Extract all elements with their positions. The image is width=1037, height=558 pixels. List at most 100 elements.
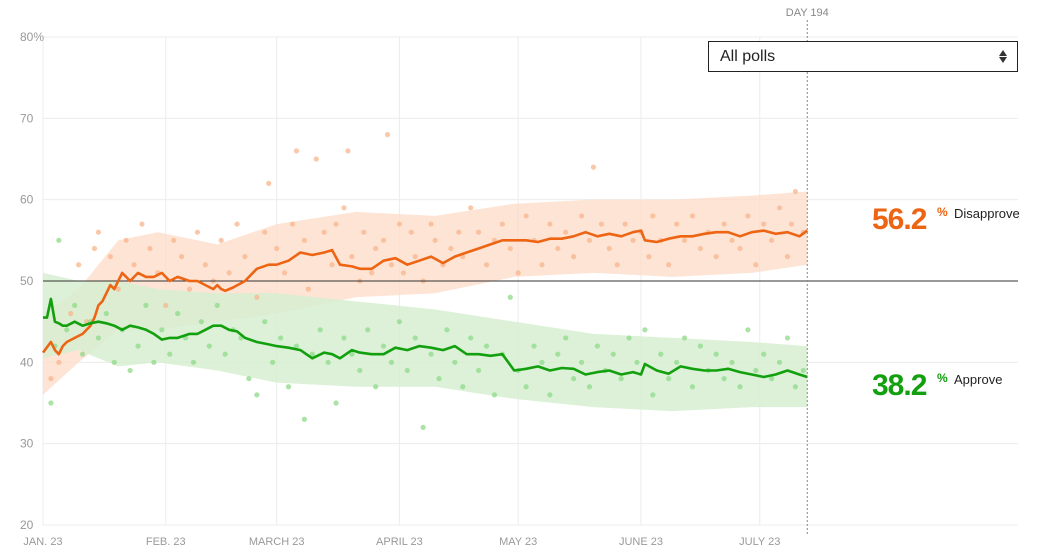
disapprove-poll-dot bbox=[614, 262, 620, 268]
approve-poll-dot bbox=[468, 335, 474, 341]
y-tick-label: 60 bbox=[20, 193, 34, 207]
disapprove-poll-dot bbox=[737, 245, 743, 252]
approve-poll-dot bbox=[634, 359, 640, 365]
approve-poll-dot bbox=[365, 327, 371, 333]
disapprove-poll-dot bbox=[194, 229, 201, 235]
approve-poll-dot bbox=[681, 335, 688, 341]
disapprove-poll-dot bbox=[234, 221, 240, 227]
disapprove-poll-dot bbox=[753, 262, 759, 268]
approve-poll-dot bbox=[135, 343, 141, 349]
approve-poll-dot bbox=[270, 359, 276, 365]
approve-poll-dot bbox=[380, 343, 387, 349]
disapprove-poll-dot bbox=[147, 245, 153, 252]
disapprove-poll-dot bbox=[321, 229, 327, 235]
disapprove-poll-dot bbox=[539, 262, 545, 268]
disapprove-poll-dot bbox=[468, 205, 474, 211]
disapprove-poll-dot bbox=[674, 221, 680, 227]
x-tick-label: JUNE 23 bbox=[619, 536, 663, 548]
disapprove-poll-dot bbox=[769, 237, 775, 243]
disapprove-poll-dot bbox=[586, 237, 593, 243]
approve-poll-dot bbox=[547, 392, 553, 398]
approve-poll-dot bbox=[341, 335, 347, 341]
y-tick-label: 70 bbox=[20, 111, 34, 125]
approve-poll-dot bbox=[555, 351, 561, 357]
approve-poll-dot bbox=[262, 319, 268, 325]
disapprove-poll-dot bbox=[254, 294, 260, 300]
approve-poll-dot bbox=[769, 376, 775, 382]
disapprove-poll-dot bbox=[408, 229, 414, 235]
approve-poll-dot bbox=[317, 327, 323, 333]
y-axis-ticks: 20 30 40 50 60 70 80% bbox=[20, 30, 44, 532]
approve-poll-dot bbox=[56, 237, 62, 243]
disapprove-poll-dot bbox=[345, 148, 351, 154]
disapprove-band bbox=[43, 191, 808, 395]
approve-value: 38.2 bbox=[872, 369, 927, 402]
disapprove-poll-dot bbox=[91, 245, 98, 252]
disapprove-poll-dot bbox=[242, 254, 248, 260]
disapprove-poll-dot bbox=[341, 205, 347, 211]
y-tick-label: 80% bbox=[20, 30, 44, 44]
approve-poll-dot bbox=[404, 367, 410, 374]
approve-poll-dot bbox=[80, 351, 86, 357]
approve-poll-dot bbox=[666, 376, 672, 382]
approve-poll-dot bbox=[753, 367, 759, 374]
approve-poll-dot bbox=[190, 359, 197, 365]
disapprove-poll-dot bbox=[590, 164, 597, 170]
x-axis-ticks: JAN. 23 FEB. 23 MARCH 23 APRIL 23 MAY 23 JUNE… bbox=[23, 536, 780, 548]
approve-poll-dot bbox=[689, 384, 696, 390]
disapprove-poll-dot bbox=[226, 270, 232, 276]
disapprove-value: 56.2 bbox=[872, 203, 927, 236]
disapprove-poll-dot bbox=[380, 237, 387, 243]
disapprove-poll-dot bbox=[697, 245, 703, 252]
approve-poll-dot bbox=[784, 335, 791, 341]
disapprove-poll-dot bbox=[369, 270, 375, 276]
approve-name: Approve bbox=[954, 372, 1002, 387]
approve-poll-dot bbox=[159, 327, 165, 333]
approve-poll-dot bbox=[254, 392, 260, 398]
approve-poll-dot bbox=[428, 351, 434, 357]
disapprove-poll-dot bbox=[48, 376, 54, 382]
disapprove-poll-dot bbox=[555, 245, 561, 252]
disapprove-poll-dot bbox=[630, 237, 636, 243]
current-day-label: DAY 194 bbox=[786, 7, 829, 19]
approve-poll-dot bbox=[373, 384, 379, 390]
disapprove-poll-dot bbox=[456, 229, 462, 235]
approve-poll-dot bbox=[48, 400, 54, 406]
disapprove-poll-dot bbox=[396, 221, 402, 227]
disapprove-poll-dot bbox=[523, 213, 529, 219]
approve-poll-dot bbox=[278, 335, 284, 341]
approve-poll-dot bbox=[333, 400, 339, 406]
approve-poll-dot bbox=[761, 351, 767, 357]
disapprove-poll-dot bbox=[563, 229, 569, 235]
approve-poll-dot bbox=[285, 384, 292, 390]
disapprove-poll-dot bbox=[186, 286, 193, 292]
disapprove-label: 56.2 % Disapprove bbox=[872, 203, 1020, 236]
approve-poll-dot bbox=[325, 359, 331, 365]
approve-poll-dot bbox=[222, 351, 228, 357]
approve-poll-dot bbox=[642, 327, 648, 333]
approve-poll-dot bbox=[618, 376, 624, 382]
disapprove-poll-dot bbox=[179, 254, 185, 260]
approve-poll-dot bbox=[650, 392, 656, 398]
approve-poll-dot bbox=[444, 327, 450, 333]
approve-poll-dot bbox=[594, 343, 601, 349]
disapprove-poll-dot bbox=[107, 254, 113, 260]
x-tick-label: APRIL 23 bbox=[376, 536, 423, 548]
approve-poll-dot bbox=[420, 424, 426, 430]
poll-filter-select[interactable]: All polls bbox=[708, 41, 1018, 72]
disapprove-poll-dot bbox=[507, 245, 513, 252]
y-tick-label: 30 bbox=[20, 437, 34, 451]
approve-band bbox=[43, 272, 808, 412]
disapprove-poll-dot bbox=[388, 262, 395, 268]
y-tick-label: 40 bbox=[20, 355, 34, 369]
disapprove-poll-dot bbox=[68, 310, 74, 317]
disapprove-poll-dot bbox=[313, 156, 319, 162]
disapprove-poll-dot bbox=[123, 237, 129, 243]
disapprove-poll-dot bbox=[476, 229, 482, 235]
disapprove-poll-dot bbox=[76, 262, 82, 268]
disapprove-poll-dot bbox=[202, 262, 208, 268]
approve-poll-dot bbox=[578, 359, 585, 365]
approve-poll-dot bbox=[658, 351, 664, 357]
disapprove-poll-dot bbox=[131, 262, 137, 268]
approve-poll-dot bbox=[167, 351, 173, 357]
